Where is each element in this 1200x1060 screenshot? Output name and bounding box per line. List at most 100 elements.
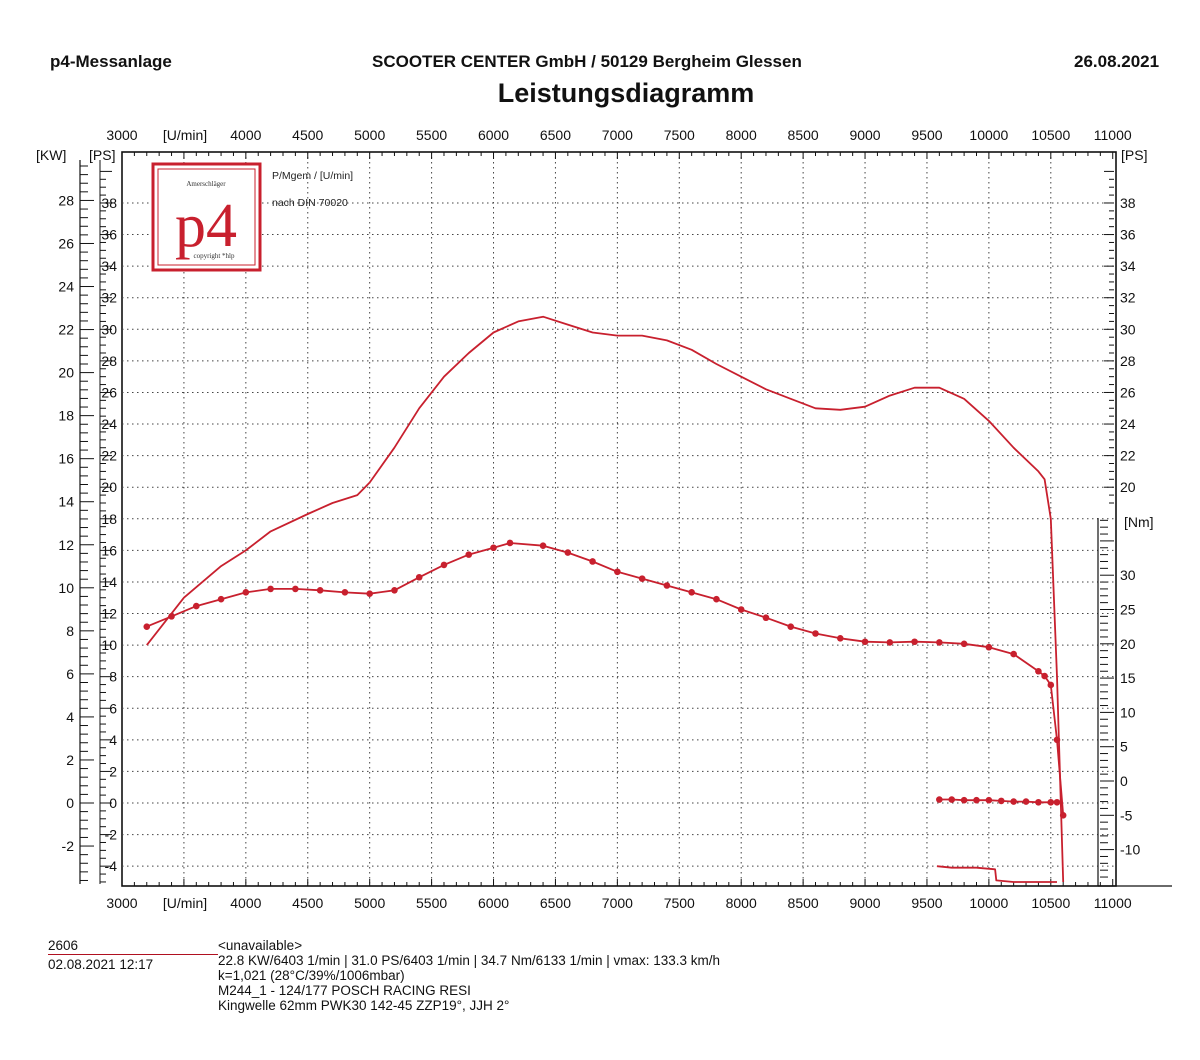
torque-point	[1010, 650, 1017, 658]
x-tick-label-bottom: 6500	[540, 895, 571, 911]
ps-tick-label-right: 28	[1120, 353, 1136, 369]
kw-tick-label: 0	[66, 795, 74, 811]
x-tick-label-bottom: 7500	[664, 895, 695, 911]
torque-point	[589, 558, 596, 565]
kw-tick-label: 16	[58, 451, 74, 467]
x-tick-label-top: 3000	[106, 127, 137, 143]
torque-point	[614, 568, 621, 576]
nm-tick-label: 25	[1120, 602, 1136, 618]
kw-tick-label: 2	[66, 752, 74, 768]
curves	[143, 315, 1067, 883]
torque-point	[1047, 798, 1055, 806]
x-tick-label-top: 10000	[969, 127, 1008, 143]
torque-point	[490, 544, 497, 552]
detail-line: 22.8 KW/6403 1/min | 31.0 PS/6403 1/min …	[218, 953, 721, 968]
x-tick-label-top: 10500	[1031, 127, 1070, 143]
ps-tick-label-left: 38	[101, 195, 117, 211]
torque-point	[143, 623, 151, 630]
torque-point	[217, 595, 225, 603]
ps-tick-label-left: 14	[101, 574, 117, 590]
torque-point	[762, 614, 770, 622]
torque-point	[638, 575, 646, 582]
torque-point	[242, 589, 250, 596]
logo-mark: p4	[175, 192, 237, 260]
kw-tick-label: 8	[66, 623, 74, 639]
x-tick-label-bottom: 5000	[354, 895, 385, 911]
torque-point	[985, 643, 993, 651]
header-date: 26.08.2021	[1074, 52, 1160, 71]
ps-tick-label-left: 12	[101, 606, 117, 622]
ps-tick-label-left: 18	[101, 511, 117, 527]
torque-point	[960, 640, 968, 648]
torque-curve	[146, 542, 1065, 816]
x-tick-label-top: 9500	[911, 127, 942, 143]
annotation-unit: P/Mgem / [U/min]	[272, 170, 353, 182]
ps-tick-label-right: 20	[1120, 479, 1136, 495]
torque-point	[465, 551, 473, 558]
x-tick-label-bottom: 4000	[230, 895, 261, 911]
kw-tick-label: 28	[58, 192, 74, 208]
kw-tick-label: 12	[58, 537, 74, 553]
torque-point	[1059, 812, 1067, 819]
x-tick-label-bottom: 3000	[106, 895, 137, 911]
torque-point	[1053, 736, 1061, 744]
x-tick-label-top: 8000	[726, 127, 757, 143]
axis-labels: 3000300040004000450045005000500055005500…	[36, 127, 1154, 911]
kw-tick-label: 6	[66, 666, 74, 682]
torque-point	[1041, 672, 1048, 680]
torque-point	[415, 573, 423, 581]
nm-tick-label: 5	[1120, 739, 1128, 755]
ps-tick-label-left: 22	[101, 448, 117, 464]
ps-tick-label-left: 2	[109, 763, 117, 779]
x-tick-label-bottom: 7000	[602, 895, 633, 911]
ps-tick-label-right: 34	[1120, 258, 1136, 274]
torque-point	[539, 542, 547, 550]
ps-tick-label-left: 0	[109, 795, 117, 811]
test-id: 2606	[48, 938, 218, 955]
nm-tick-label: -10	[1120, 842, 1140, 858]
x-tick-label-bottom: 10000	[969, 895, 1008, 911]
ps-tick-label-left: 16	[101, 542, 117, 558]
x-tick-label-top: 6500	[540, 127, 571, 143]
ps-tick-label-right: 26	[1120, 384, 1136, 400]
x-tick-label-top: 11000	[1094, 127, 1132, 143]
x-tick-label-top: 8500	[788, 127, 819, 143]
ps-tick-label-right: 24	[1120, 416, 1136, 432]
logo-bottom-text: copyright *hlp	[193, 252, 235, 260]
torque-point	[292, 585, 299, 593]
x-tick-label-bottom: 11000	[1094, 895, 1132, 911]
x-tick-label-top: 4500	[292, 127, 323, 143]
torque-point	[663, 582, 671, 589]
ps-tick-label-left: -2	[105, 827, 118, 843]
x-tick-label-top: 9000	[849, 127, 880, 143]
ps-tick-label-left: 28	[101, 353, 117, 369]
torque-point	[316, 586, 324, 594]
grid	[121, 151, 1117, 887]
x-axis-label-top: [U/min]	[163, 127, 207, 143]
kw-tick-label: 26	[58, 235, 74, 251]
nm-axis-label: [Nm]	[1124, 514, 1154, 530]
ps-tick-label-right: 36	[1120, 227, 1136, 243]
x-tick-label-top: 4000	[230, 127, 261, 143]
header-center: SCOOTER CENTER GmbH / 50129 Bergheim Gle…	[372, 52, 802, 71]
axis-ticks	[79, 152, 1172, 887]
nm-tick-label: 15	[1120, 670, 1136, 686]
torque-point	[985, 796, 993, 804]
nm-tick-label: 30	[1120, 567, 1136, 583]
torque-point	[713, 595, 720, 603]
torque-point	[960, 796, 968, 804]
torque-point	[973, 796, 980, 804]
ps-axis-label-right: [PS]	[1121, 147, 1147, 163]
kw-tick-label: 14	[58, 494, 74, 510]
detail-line: k=1,021 (28°C/39%/1006mbar)	[218, 968, 405, 983]
torque-point	[936, 796, 943, 803]
x-tick-label-bottom: 6000	[478, 895, 509, 911]
x-tick-label-top: 7500	[664, 127, 695, 143]
kw-tick-label: 24	[58, 279, 74, 295]
ps-tick-label-left: 26	[101, 384, 117, 400]
x-tick-label-bottom: 9000	[849, 895, 880, 911]
x-tick-label-bottom: 8500	[788, 895, 819, 911]
torque-point	[1022, 798, 1030, 805]
x-tick-label-bottom: 10500	[1031, 895, 1070, 911]
